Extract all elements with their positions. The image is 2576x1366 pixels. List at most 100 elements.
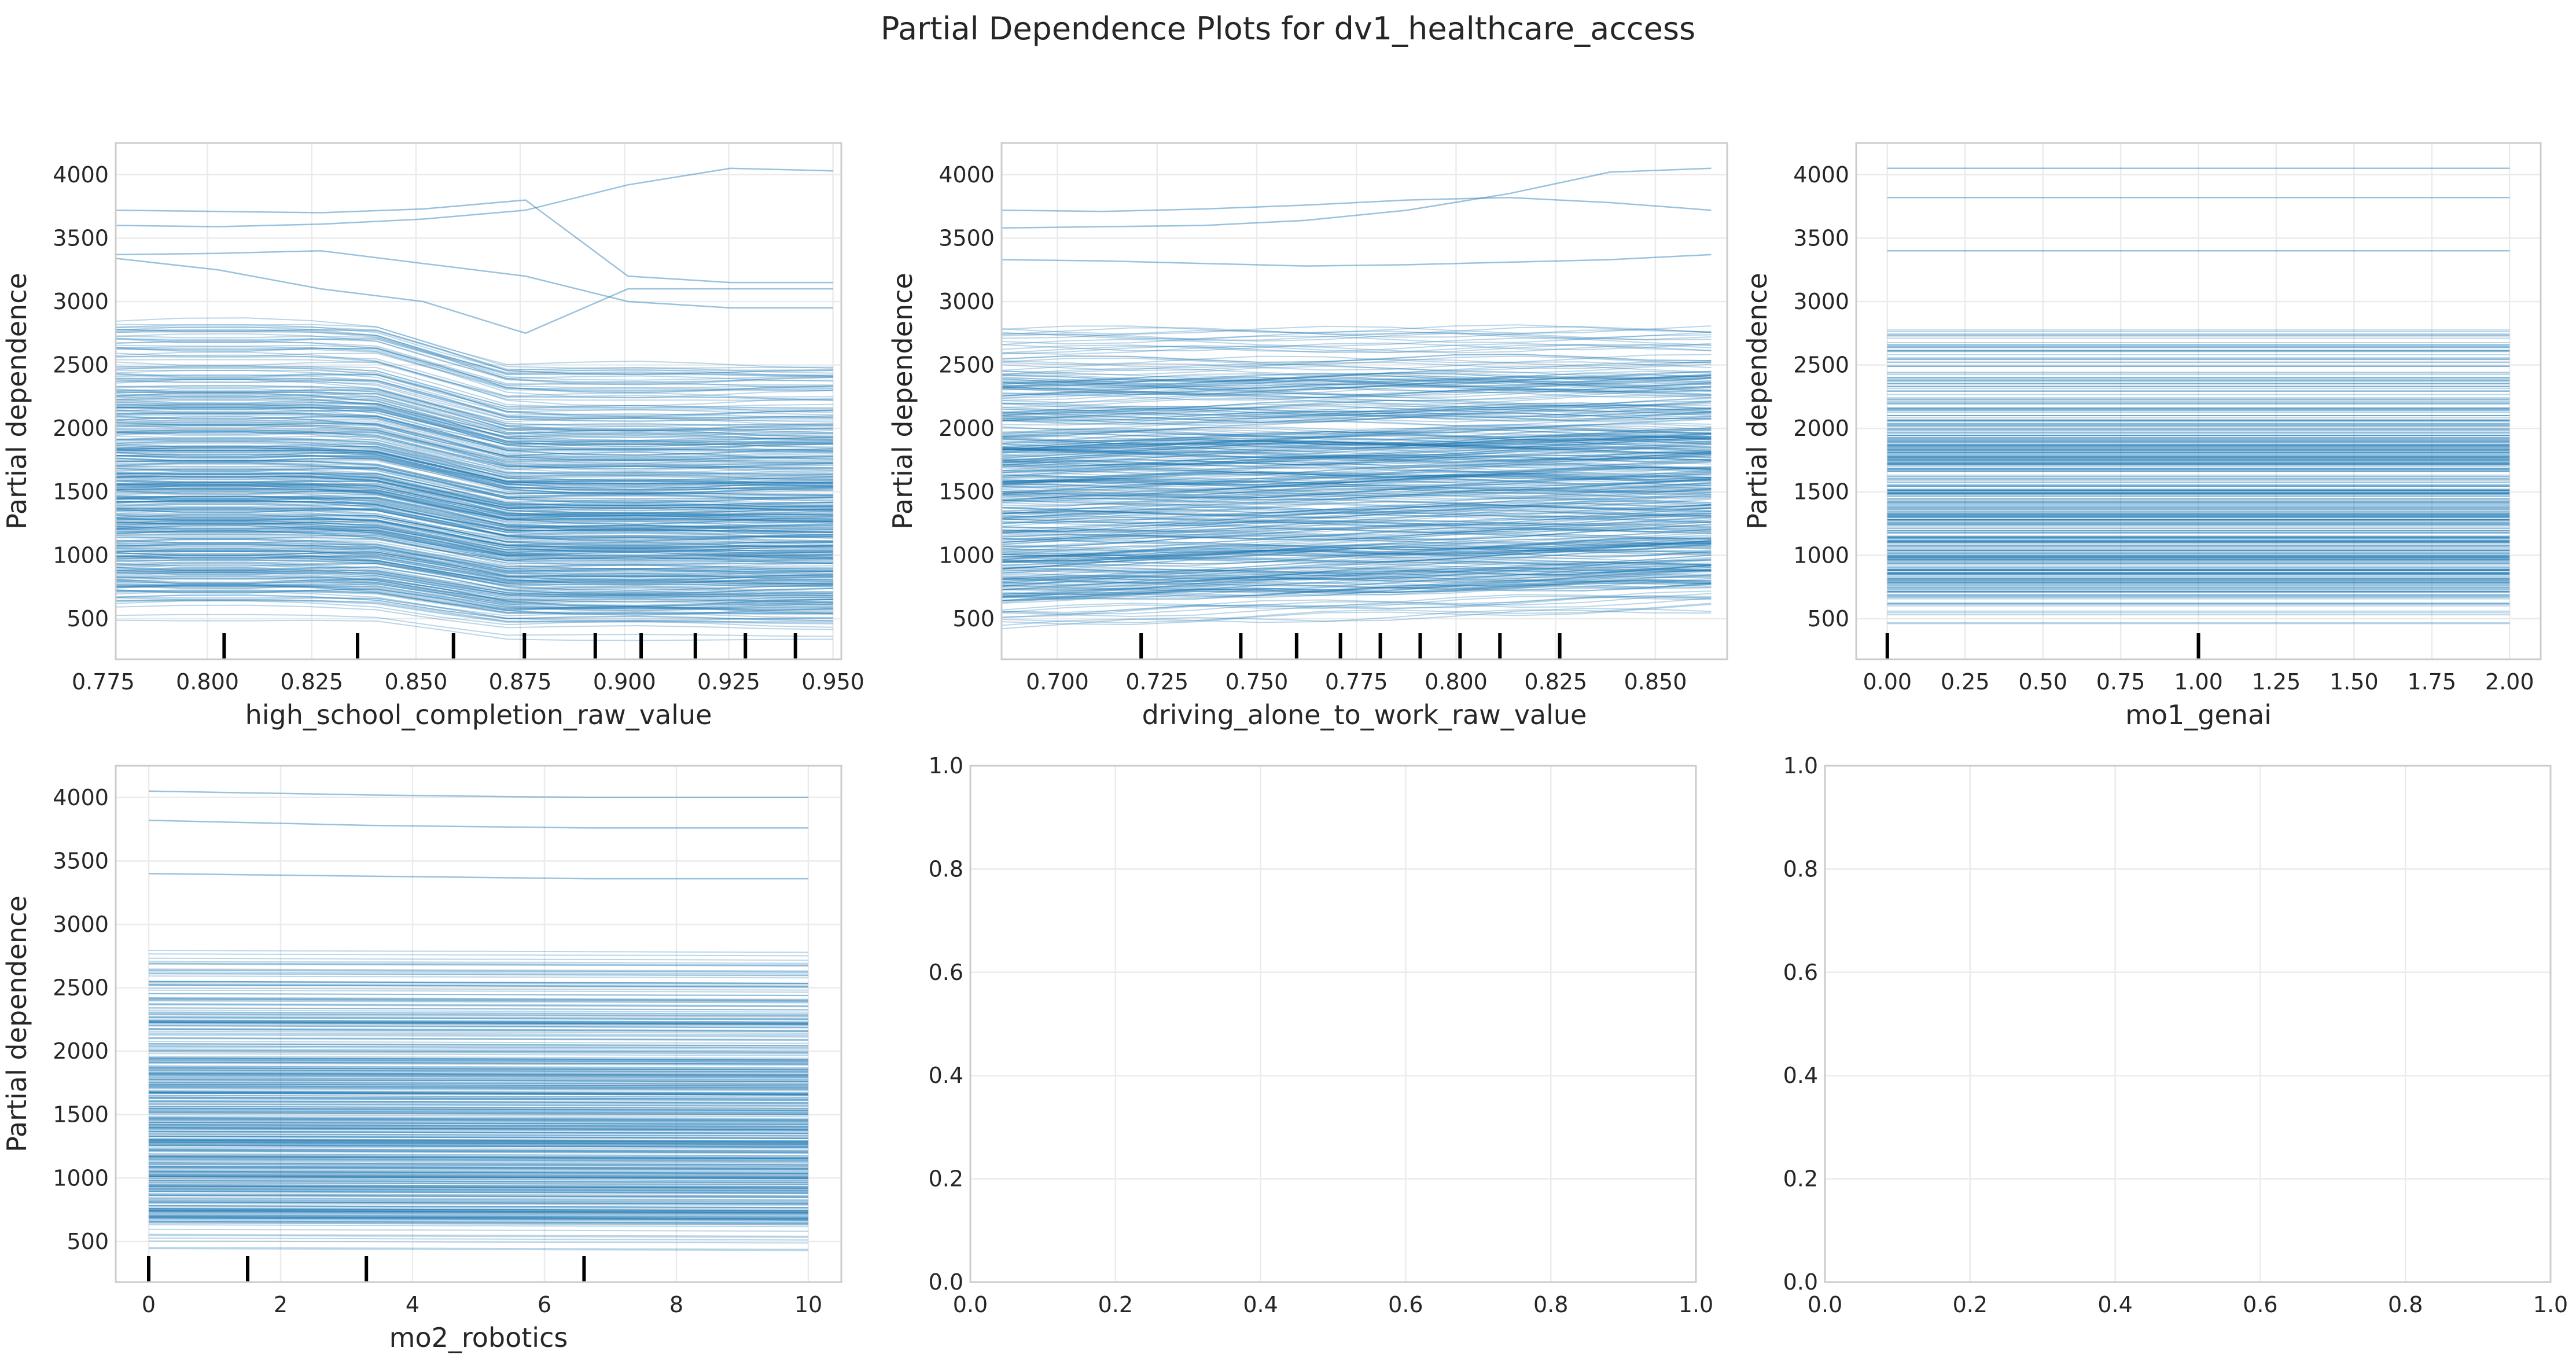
- ice-line: [148, 1088, 809, 1092]
- ice-line: [148, 1004, 809, 1007]
- ice-line: [116, 446, 833, 487]
- ice-line: [148, 1122, 809, 1125]
- ice-line: [116, 421, 833, 460]
- ice-line: [148, 953, 809, 957]
- ice-line: [1002, 489, 1712, 502]
- ice-line: [148, 1028, 809, 1031]
- ice-line: [116, 556, 833, 586]
- ice-line: [1002, 442, 1712, 453]
- ice-line: [148, 997, 809, 1001]
- ice-line: [116, 472, 833, 506]
- ice-line: [1002, 466, 1712, 483]
- axes-frame: [969, 765, 1697, 1283]
- ice-line: [1002, 559, 1712, 581]
- ice-line: [116, 508, 833, 541]
- ice-line: [148, 1073, 809, 1076]
- ice-line: [116, 460, 833, 495]
- ice-line: [116, 329, 833, 375]
- ice-line: [148, 1221, 809, 1224]
- ice-line: [116, 545, 833, 572]
- ice-line: [148, 1248, 809, 1251]
- ice-line: [1002, 480, 1712, 494]
- ice-line: [148, 1153, 809, 1156]
- ice-line: [1002, 435, 1712, 450]
- ice-line: [148, 1043, 809, 1046]
- ice-line: [1002, 358, 1712, 369]
- ice-line: [1002, 544, 1712, 563]
- ice-line: [116, 583, 833, 615]
- ice-line: [116, 326, 833, 377]
- ice-line: [1002, 476, 1712, 488]
- ice-line: [116, 446, 833, 484]
- ice-line: [148, 1121, 809, 1125]
- ice-line: [1002, 576, 1712, 598]
- ice-line: [116, 487, 833, 522]
- ice-line: [148, 957, 809, 961]
- ice-line: [1002, 425, 1712, 439]
- ice-line: [116, 495, 833, 527]
- ice-line: [1002, 561, 1712, 582]
- ice-line: [148, 1190, 809, 1194]
- x-axis-label: driving_alone_to_work_raw_value: [1142, 699, 1587, 730]
- ice-line: [116, 538, 833, 569]
- ice-line: [116, 555, 833, 583]
- ice-line: [116, 506, 833, 542]
- ice-line: [1002, 582, 1712, 598]
- ice-line: [148, 1092, 809, 1096]
- ice-line: [148, 1217, 809, 1221]
- ice-line: [116, 523, 833, 558]
- ice-line: [148, 1123, 809, 1127]
- ice-line: [148, 1110, 809, 1114]
- ice-line: [116, 583, 833, 608]
- ice-line: [116, 416, 833, 460]
- ice-line: [148, 1224, 809, 1228]
- ice-line: [148, 1126, 809, 1130]
- ice-line: [116, 388, 833, 431]
- ice-line: [148, 1148, 809, 1152]
- ice-line: [148, 1171, 809, 1175]
- ice-line: [148, 1140, 809, 1143]
- ice-line: [148, 1115, 809, 1119]
- ice-line: [116, 338, 833, 383]
- ice-line: [1002, 486, 1712, 498]
- ice-line: [148, 1165, 809, 1169]
- ice-line: [1002, 571, 1712, 591]
- ice-line: [1002, 504, 1712, 517]
- ice-line: [116, 475, 833, 511]
- ice-line: [1002, 593, 1712, 615]
- ice-line: [116, 347, 833, 394]
- ice-line: [1002, 560, 1712, 579]
- ice-line: [1002, 531, 1712, 551]
- ice-line: [148, 1139, 809, 1142]
- ice-line: [1002, 454, 1712, 466]
- ice-line: [1002, 526, 1712, 539]
- ice-line: [1002, 566, 1712, 586]
- ice-line: [148, 1043, 809, 1046]
- ice-line: [148, 1167, 809, 1171]
- ice-line: [1002, 583, 1712, 599]
- ice-line: [1002, 472, 1712, 489]
- ice-line: [1002, 461, 1712, 478]
- ice-line: [1002, 533, 1712, 546]
- ice-line: [116, 416, 833, 460]
- ice-line: [116, 504, 833, 539]
- ice-line: [116, 398, 833, 442]
- ice-line: [116, 440, 833, 478]
- ice-line: [116, 591, 833, 615]
- ice-line: [148, 1219, 809, 1222]
- ice-line: [1002, 438, 1712, 453]
- ice-line: [1002, 416, 1712, 427]
- ice-line: [116, 554, 833, 585]
- ice-line: [148, 1051, 809, 1055]
- ice-line: [1002, 402, 1712, 414]
- ice-line: [148, 1202, 809, 1205]
- ice-line: [116, 495, 833, 527]
- ice-line: [148, 998, 809, 1002]
- ice-line: [116, 354, 833, 401]
- ice-line: [1002, 483, 1712, 500]
- ice-line: [116, 373, 833, 416]
- ice-line: [1002, 343, 1712, 352]
- ice-line: [148, 1059, 809, 1063]
- ice-line: [148, 1013, 809, 1017]
- ice-line: [148, 1191, 809, 1194]
